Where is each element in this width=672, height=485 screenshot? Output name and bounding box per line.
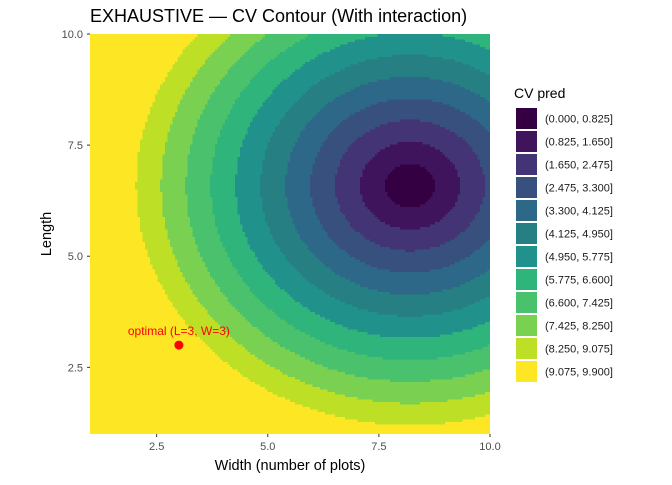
chart-title: EXHAUSTIVE — CV Contour (With interactio… (90, 6, 467, 26)
contour-layer (90, 34, 491, 435)
plot-panel (90, 34, 491, 435)
